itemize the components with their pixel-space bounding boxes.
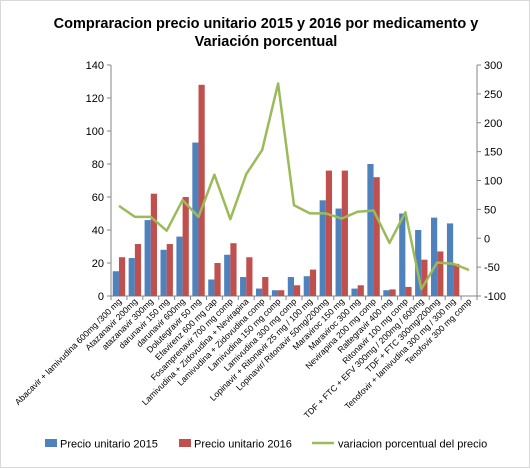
y-left-tick-label: 100 bbox=[86, 126, 104, 138]
y-right-tick-label: -100 bbox=[484, 291, 506, 303]
bar-precio-2015 bbox=[176, 236, 183, 296]
bar-precio-2016 bbox=[421, 259, 428, 296]
bar-precio-2016 bbox=[437, 251, 444, 296]
y-right-tick-label: 0 bbox=[484, 233, 490, 245]
bar-precio-2016 bbox=[373, 177, 380, 296]
plot-area: 0 20 40 60 80 100 120 140 -100 -50 0 50 100 150 200 250… bbox=[13, 60, 506, 420]
line-variacion-porcentual bbox=[118, 82, 470, 291]
y-right-tick-label: 100 bbox=[484, 176, 502, 188]
bar-precio-2016 bbox=[118, 257, 126, 296]
bar-precio-2015 bbox=[271, 290, 279, 296]
bar-precio-2015 bbox=[240, 277, 247, 296]
y-right-tick-label: -50 bbox=[484, 262, 500, 274]
legend-label: Precio unitario 2016 bbox=[194, 439, 292, 451]
bar-precio-2016 bbox=[166, 244, 173, 296]
y-left-tick-label: 140 bbox=[86, 60, 104, 72]
bar-precio-2015 bbox=[383, 290, 390, 296]
bar-precio-2015 bbox=[446, 223, 454, 296]
bar-precio-2015 bbox=[335, 208, 342, 296]
bar-precio-2015 bbox=[160, 249, 167, 296]
bar-precio-2015 bbox=[303, 276, 310, 296]
bar-precio-2016 bbox=[198, 84, 205, 296]
bar-precio-2016 bbox=[134, 244, 142, 296]
bar-precio-2015 bbox=[431, 217, 438, 296]
bar-precio-2015 bbox=[287, 277, 294, 296]
bar-precio-2016 bbox=[230, 243, 237, 296]
chart-title-line-1: Compraracion precio unitario 2015 y 2016… bbox=[54, 16, 479, 32]
y-right-tick-label: 300 bbox=[484, 60, 502, 72]
bar-precio-2016 bbox=[453, 263, 460, 296]
chart-title-line-2: Variación porcentual bbox=[195, 34, 338, 50]
bar-precio-2016 bbox=[278, 290, 285, 296]
bar-precio-2015 bbox=[319, 200, 326, 296]
y-left-tick-label: 120 bbox=[86, 93, 104, 105]
legend-swatch bbox=[179, 439, 191, 447]
y-left-tick-label: 0 bbox=[98, 291, 104, 303]
bar-precio-2015 bbox=[112, 271, 119, 296]
bar-precio-2015 bbox=[367, 164, 374, 296]
bar-precio-2016 bbox=[294, 285, 301, 296]
y-right-tick-label: 150 bbox=[484, 147, 502, 159]
bar-precio-2015 bbox=[415, 230, 422, 296]
bar-precio-2015 bbox=[224, 254, 231, 296]
y-right-tick-label: 200 bbox=[484, 118, 502, 130]
bar-precio-2015 bbox=[351, 288, 358, 296]
legend: Precio unitario 2015 Precio unitario 2016… bbox=[45, 439, 487, 451]
bar-precio-2016 bbox=[214, 263, 221, 296]
bar-precio-2016 bbox=[341, 170, 348, 296]
bar-precio-2016 bbox=[325, 170, 333, 296]
legend-swatch bbox=[45, 439, 57, 447]
legend-label: Precio unitario 2015 bbox=[60, 439, 158, 451]
y-left-tick-label: 20 bbox=[92, 258, 104, 270]
bar-precio-2016 bbox=[246, 257, 253, 296]
y-right-tick-label: 50 bbox=[484, 204, 496, 216]
y-left-tick-label: 60 bbox=[92, 192, 104, 204]
bar-precio-2015 bbox=[399, 213, 406, 296]
bar-precio-2015 bbox=[255, 288, 263, 296]
y-left-tick-label: 40 bbox=[92, 225, 104, 237]
bar-precio-2016 bbox=[262, 277, 269, 296]
bar-precio-2016 bbox=[357, 285, 364, 296]
bar-precio-2016 bbox=[182, 197, 189, 296]
y-left-tick-label: 80 bbox=[92, 159, 104, 171]
bar-precio-2015 bbox=[144, 220, 151, 296]
y-right-tick-label: 250 bbox=[484, 89, 502, 101]
bar-precio-2016 bbox=[389, 289, 396, 296]
legend-label: variacion porcentual del precio bbox=[338, 439, 487, 451]
bar-precio-2016 bbox=[405, 286, 412, 296]
bar-precio-2016 bbox=[150, 193, 157, 296]
bar-precio-2015 bbox=[192, 142, 199, 296]
bar-precio-2015 bbox=[128, 258, 135, 296]
bar-precio-2015 bbox=[208, 279, 215, 296]
bar-precio-2016 bbox=[309, 269, 317, 296]
